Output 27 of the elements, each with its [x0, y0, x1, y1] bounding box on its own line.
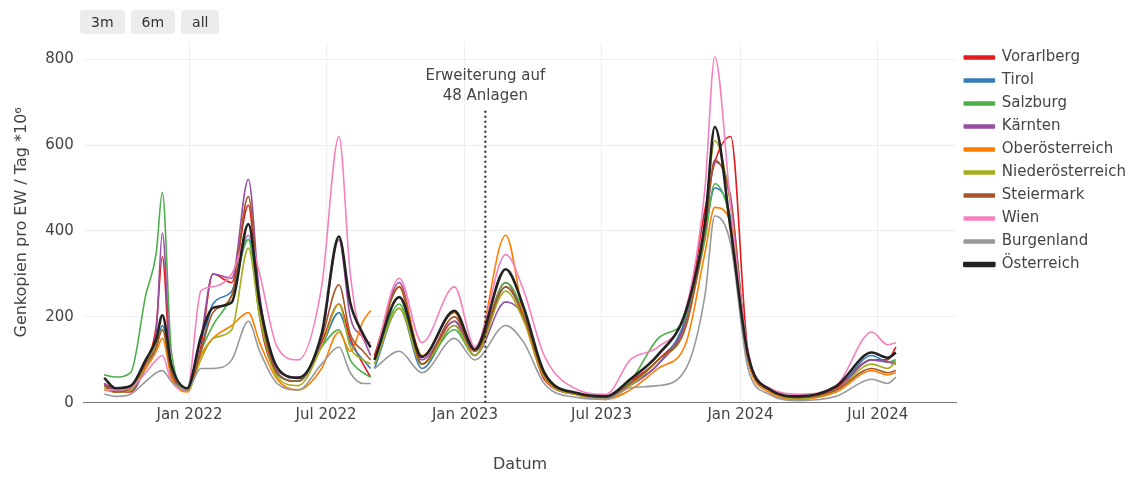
ref-line-label: Erweiterung auf 48 Anlagen	[425, 66, 546, 104]
range-button: all	[181, 10, 220, 34]
legend-label: Vorarlberg	[1001, 47, 1080, 66]
legend-label: Wien	[1001, 208, 1040, 227]
x-tick-label: Jul 2024	[846, 404, 909, 423]
x-tick-label: Jan 2022	[155, 404, 223, 423]
y-tick-label: 400	[45, 220, 74, 239]
legend-label: Österreich	[1001, 253, 1080, 273]
x-tick-label: Jan 2023	[430, 404, 499, 423]
x-tick-label: Jan 2024	[706, 404, 774, 423]
legend-label: Salzburg	[1001, 93, 1068, 112]
legend-label: Burgenland	[1001, 231, 1089, 250]
legend-label: Steiermark	[1001, 185, 1085, 204]
range-button: 6m	[130, 10, 176, 34]
legend-label: Oberösterreich	[1001, 139, 1114, 158]
x-tick-label: Jul 2022	[294, 404, 357, 423]
y-tick-label: 800	[45, 49, 74, 68]
x-tick-label: Jul 2023	[570, 404, 633, 423]
legend-label: Tirol	[1000, 70, 1034, 89]
range-button: 3m	[80, 10, 125, 34]
legend-label: Kärnten	[1001, 116, 1061, 135]
y-tick-label: 200	[45, 306, 74, 325]
x-axis-title: Datum	[493, 453, 548, 473]
legend-label: Niederösterreich	[1001, 162, 1127, 181]
y-axis-title: Genkopien pro EW / Tag *10⁶	[10, 107, 30, 338]
y-tick-label: 600	[45, 134, 74, 153]
y-tick-label: 0	[64, 392, 74, 411]
